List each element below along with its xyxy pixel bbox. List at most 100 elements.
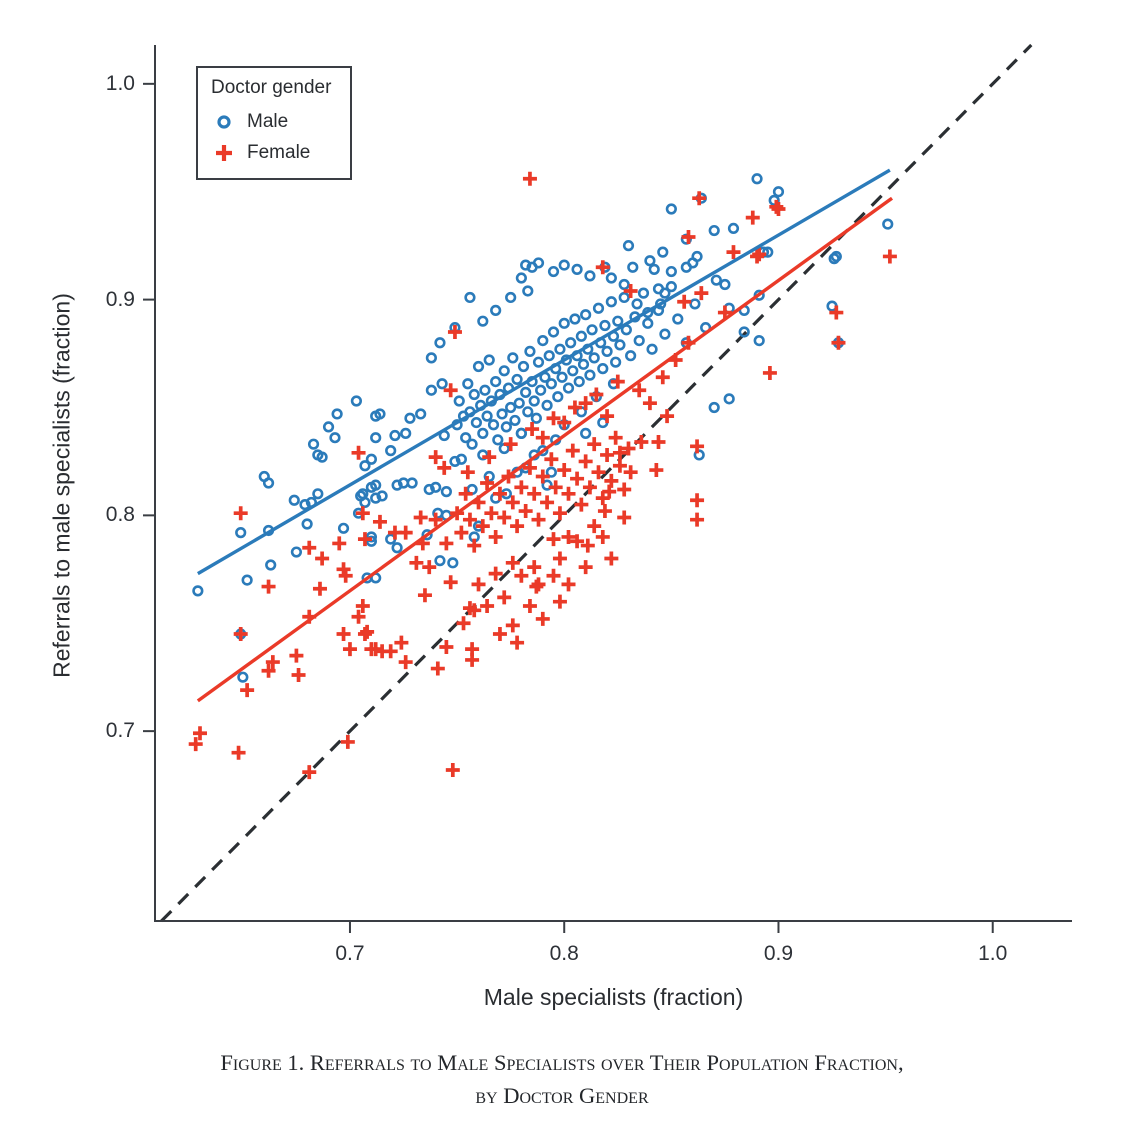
female-data-point (527, 486, 542, 501)
male-data-point (434, 555, 446, 567)
male-data-point (265, 559, 277, 571)
male-data-point (237, 671, 249, 683)
male-data-point (262, 477, 275, 489)
female-data-point (617, 482, 632, 497)
male-data-point (447, 557, 459, 569)
male-data-point (440, 486, 452, 498)
male-data-point (543, 350, 555, 362)
female-data-point (231, 745, 246, 760)
female-data-point (372, 514, 387, 529)
female-data-point (332, 536, 347, 551)
legend-label-male: Male (247, 110, 289, 132)
male-data-point (772, 186, 785, 198)
female-data-point (561, 577, 576, 592)
x-axis-label: Male specialists (fraction) (483, 984, 744, 1010)
female-data-point (567, 400, 582, 415)
female-data-point (595, 491, 610, 506)
male-data-point (520, 386, 532, 398)
male-data-point (453, 395, 465, 407)
female-data-point (750, 249, 765, 264)
female-data-point (360, 624, 375, 639)
x-tick-label: 1.0 (978, 942, 1008, 965)
female-data-point (634, 435, 649, 450)
female-data-point (557, 463, 572, 478)
male-data-point (528, 395, 540, 407)
female-data-point (623, 283, 638, 298)
female-data-point (492, 627, 507, 642)
y-axis-label: Referrals to male specialists (fraction) (48, 293, 75, 678)
female-data-point (557, 415, 572, 430)
male-data-point (689, 298, 701, 310)
male-data-point (511, 373, 523, 386)
male-data-point (322, 421, 335, 433)
female-data-point (480, 598, 495, 613)
male-data-point (515, 427, 527, 439)
female-data-point (531, 577, 546, 592)
female-data-point (467, 538, 482, 553)
male-data-point (492, 434, 504, 446)
female-data-point (752, 247, 767, 262)
male-data-point (580, 309, 592, 321)
female-data-point (505, 618, 520, 633)
female-data-point (546, 532, 561, 547)
female-data-point (505, 555, 520, 570)
female-data-point (527, 560, 542, 575)
male-data-point (642, 317, 654, 329)
male-data-point (665, 265, 677, 278)
female-data-point (574, 497, 589, 512)
male-data-point (719, 278, 731, 291)
male-data-point (376, 490, 388, 502)
male-data-point (331, 408, 343, 420)
female-data-point (540, 495, 555, 510)
figure-caption: Figure 1. Referrals to Male Specialists … (0, 1046, 1124, 1112)
female-data-point (518, 504, 533, 519)
female-data-point (417, 588, 432, 603)
female-data-point (462, 512, 477, 527)
male-data-point (365, 535, 377, 547)
caption-line-2: by Doctor Gender (475, 1083, 649, 1108)
female-data-point (383, 644, 398, 659)
male-data-point (575, 330, 587, 342)
female-data-point (578, 454, 593, 469)
female-data-point (552, 551, 567, 566)
female-data-point (233, 627, 248, 642)
legend-entry-male: Male (198, 106, 350, 137)
female-data-point (261, 579, 276, 594)
male-data-point (541, 479, 553, 491)
male-data-point (830, 250, 842, 263)
legend-title: Doctor gender (211, 77, 332, 98)
male-data-point (500, 421, 512, 433)
female-data-point (422, 560, 437, 575)
male-fit-line (196, 168, 891, 576)
female-data-point (690, 439, 705, 454)
male-data-point (389, 429, 401, 442)
male-data-point (753, 334, 765, 347)
male-data-point (299, 498, 311, 511)
male-data-point (738, 326, 750, 338)
male-data-point (693, 449, 705, 461)
female-data-point (291, 668, 306, 683)
female-data-point (690, 512, 705, 527)
female-data-point (439, 536, 454, 551)
female-data-point (428, 450, 443, 465)
female-data-point (604, 551, 619, 566)
male-data-point (625, 350, 637, 362)
male-data-point (434, 337, 446, 349)
male-data-point (580, 427, 592, 439)
female-data-point (694, 286, 709, 301)
female-data-point (608, 430, 623, 445)
male-data-point (565, 337, 577, 349)
male-data-point (423, 483, 435, 496)
male-data-point (547, 326, 560, 338)
female-data-point (612, 458, 627, 473)
male-data-point (365, 453, 377, 465)
female-data-point (488, 566, 503, 581)
female-data-point (546, 568, 561, 583)
female-data-point (632, 383, 647, 398)
female-data-point (497, 590, 512, 605)
female-data-point (525, 422, 540, 437)
male-data-point (430, 481, 442, 493)
male-data-point (633, 334, 645, 347)
female-data-point (565, 443, 580, 458)
female-data-point (428, 512, 443, 527)
